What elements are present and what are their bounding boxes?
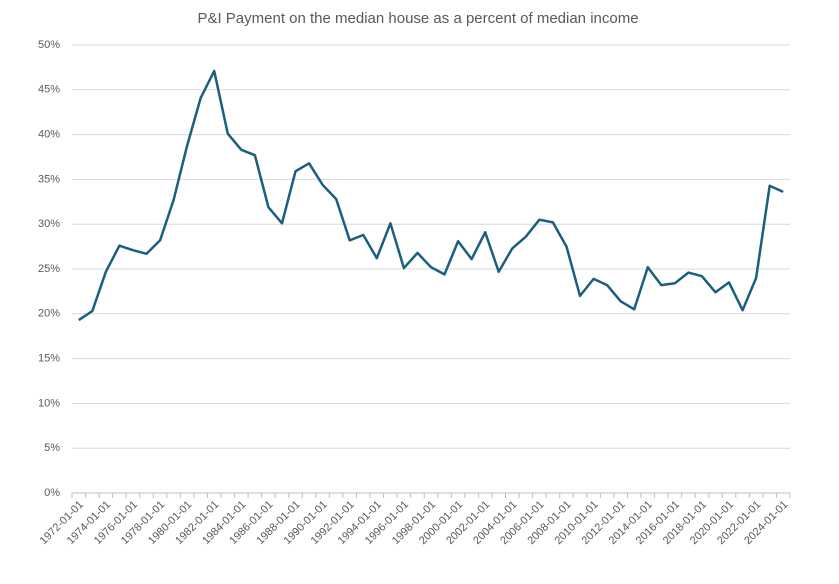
y-tick-label: 10% — [38, 397, 60, 409]
y-tick-label: 15% — [38, 353, 60, 365]
y-tick-label: 40% — [38, 129, 60, 141]
chart-title: P&I Payment on the median house as a per… — [197, 10, 638, 27]
y-tick-label: 5% — [44, 442, 60, 454]
y-tick-label: 35% — [38, 173, 60, 185]
data-line — [78, 69, 784, 322]
y-tick-label: 45% — [38, 84, 60, 96]
y-tick-label: 30% — [38, 218, 60, 230]
y-tick-label: 20% — [38, 308, 60, 320]
y-tick-label: 50% — [38, 39, 60, 51]
y-tick-label: 25% — [38, 263, 60, 275]
y-tick-label: 0% — [44, 487, 60, 499]
